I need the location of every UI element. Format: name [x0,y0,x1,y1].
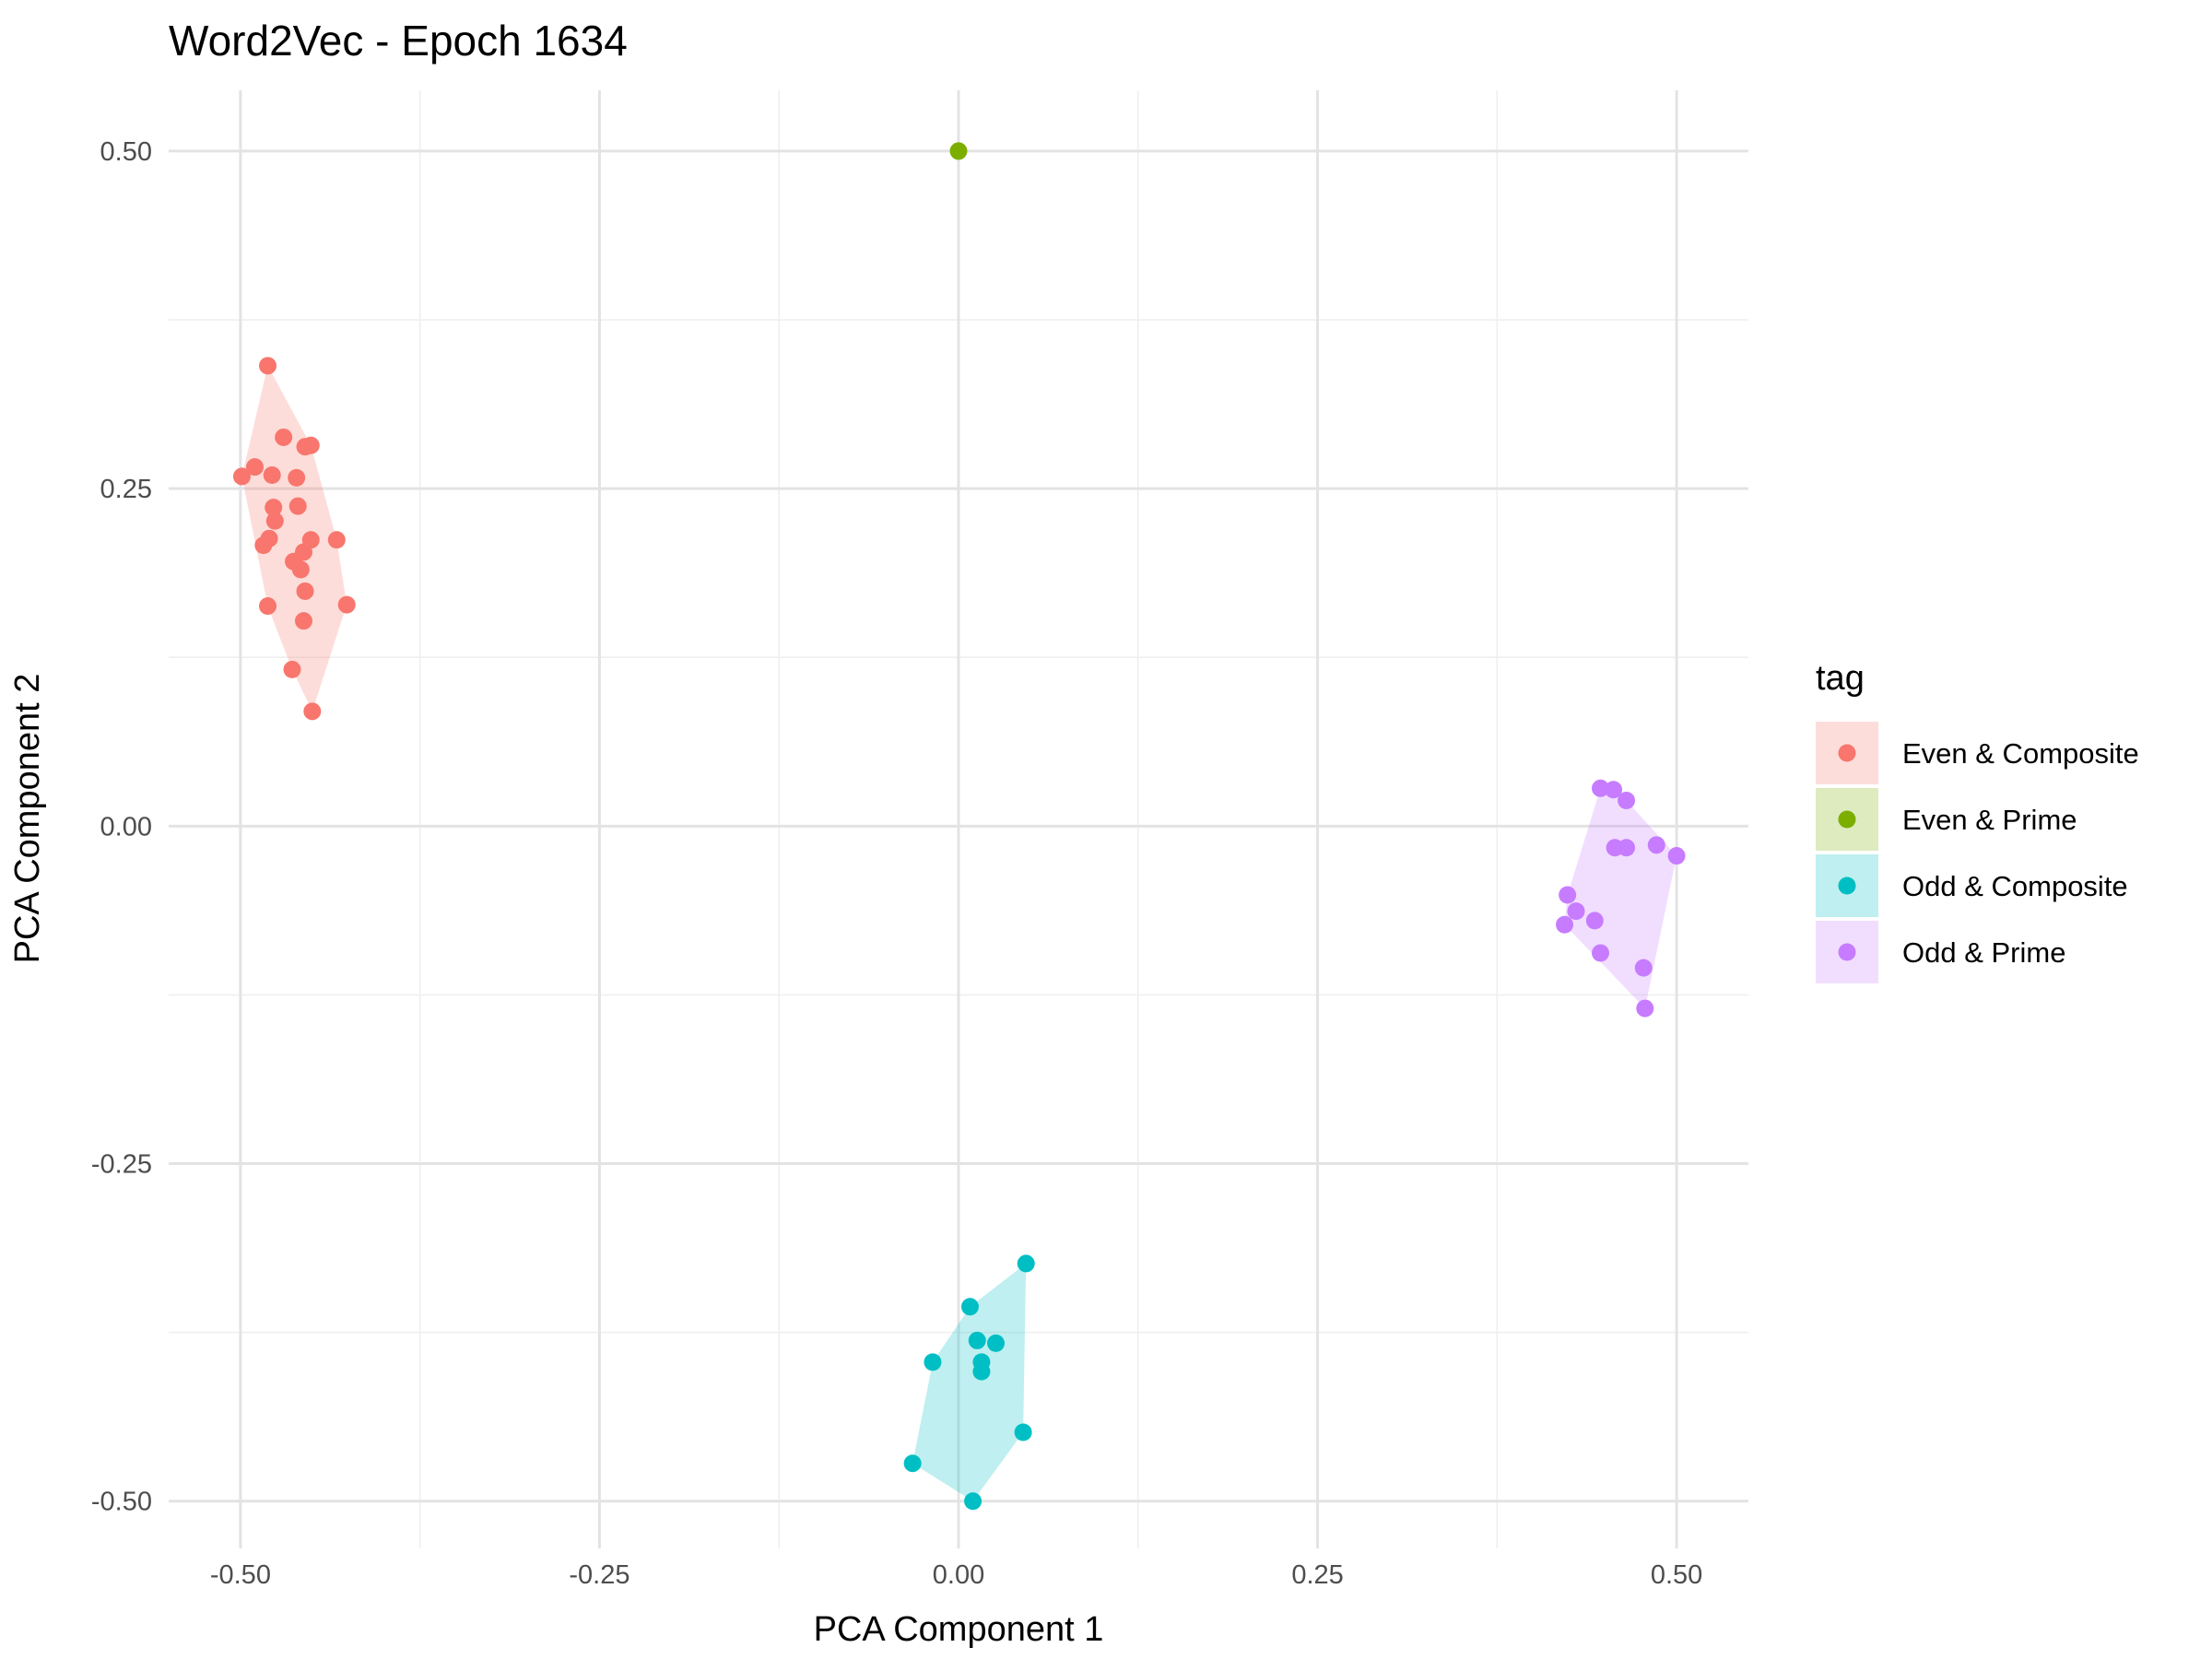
even-composite-point [288,497,307,515]
y-axis-tick-labels: -0.50 -0.25 0.00 0.25 0.50 [91,137,152,1517]
odd-prime-point [1605,781,1623,799]
y-tick-label: 0.50 [100,137,152,167]
odd-composite-hull [912,1263,1027,1501]
odd-composite-legend-label: Odd & Composite [1902,870,2128,902]
even-composite-point [283,660,301,678]
even-composite-hull [241,365,347,712]
even-composite-point [337,595,356,614]
odd-composite-legend-marker [1838,877,1856,895]
even-composite-point [296,582,314,600]
even-prime-legend-label: Even & Prime [1902,804,2077,836]
even-composite-legend-marker [1838,744,1856,762]
chart-title: Word2Vec - Epoch 1634 [169,17,628,65]
x-tick-label: -0.50 [210,1560,271,1590]
odd-prime-point [1647,836,1665,854]
odd-composite-point [960,1298,979,1316]
odd-composite-point [964,1492,982,1511]
odd-composite-point [924,1353,942,1371]
x-tick-label: 0.00 [933,1560,984,1590]
even-composite-point [294,612,312,630]
y-tick-label: 0.25 [100,475,152,504]
x-axis-title: PCA Component 1 [814,1610,1104,1649]
even-composite-point [245,458,264,477]
legend: tag Even & Composite Even & Prime Odd & Co… [1816,659,2139,983]
odd-prime-hull [1564,788,1677,1009]
even-composite-point [265,512,284,530]
even-composite-point [263,465,281,484]
x-tick-label: 0.50 [1651,1560,1702,1590]
y-tick-label: -0.50 [91,1488,152,1517]
odd-composite-point [968,1331,986,1349]
even-prime-legend-marker [1838,810,1856,829]
data-points [232,142,1686,1511]
odd-prime-point [1618,839,1636,857]
odd-prime-point [1634,959,1653,977]
odd-prime-point [1592,779,1610,797]
y-tick-label: -0.25 [91,1150,152,1180]
even-composite-point [296,438,314,456]
even-composite-point [303,702,322,721]
odd-composite-point [1017,1254,1035,1273]
y-axis-title: PCA Component 2 [8,674,47,964]
even-composite-point [288,468,306,487]
odd-prime-point [1592,944,1610,962]
x-tick-label: 0.25 [1291,1560,1343,1590]
x-tick-label: -0.25 [569,1560,629,1590]
y-tick-label: 0.00 [100,812,152,841]
odd-prime-point [1567,902,1585,921]
odd-prime-point [1667,847,1686,865]
odd-composite-point [903,1454,922,1473]
even-composite-legend-label: Even & Composite [1902,737,2139,770]
odd-prime-legend-marker [1838,943,1856,961]
odd-prime-point [1556,915,1574,934]
even-composite-point [291,560,310,579]
x-axis-tick-labels: -0.50 -0.25 0.00 0.25 0.50 [210,1560,1702,1590]
odd-prime-point [1585,912,1604,930]
even-composite-point [265,499,283,517]
even-composite-point [259,597,277,616]
legend-items: Even & Composite Even & Prime Odd & Compos… [1816,722,2139,983]
even-composite-point [275,428,293,446]
even-composite-point [327,531,346,549]
odd-prime-legend-label: Odd & Prime [1902,936,2065,969]
odd-composite-point [987,1334,1006,1352]
odd-prime-point [1618,791,1636,809]
even-composite-point [232,467,251,486]
even-composite-point [254,536,273,555]
even-prime-point [949,142,968,160]
odd-prime-point [1636,999,1654,1018]
plot-area [169,90,1748,1548]
odd-composite-point [1014,1423,1032,1441]
even-composite-point [259,357,277,375]
legend-title: tag [1816,659,1865,698]
odd-composite-point [972,1362,991,1381]
odd-prime-point [1559,886,1577,904]
